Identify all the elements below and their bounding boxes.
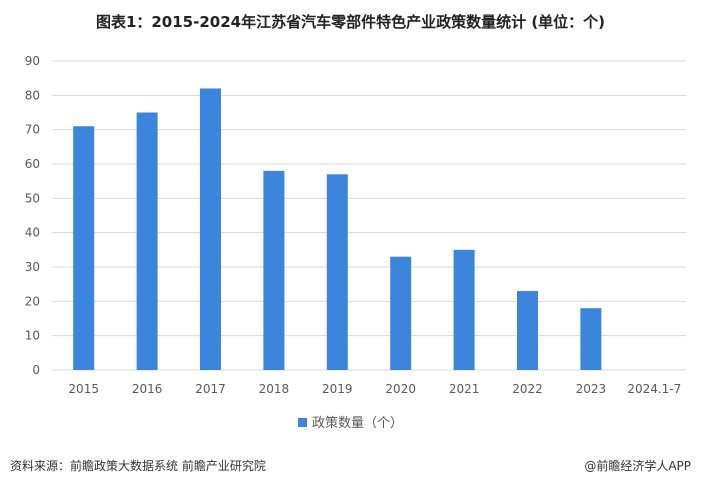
legend-swatch: [297, 418, 307, 427]
bar-2016: [136, 112, 158, 370]
bar-chart: 0 10 20 30 40 50 60 70 80 90 2015 2016 2017 2018 2019…: [25, 54, 686, 396]
bar-2021: [453, 249, 475, 370]
y-tick-label: 30: [25, 260, 40, 274]
x-tick-label: 2015: [68, 382, 99, 396]
y-tick-label: 0: [32, 363, 40, 377]
bar-2020: [390, 256, 412, 370]
y-axis-ticks: 0 10 20 30 40 50 60 70 80 90: [25, 54, 40, 377]
y-tick-label: 40: [25, 226, 40, 240]
credit-note: @前瞻经济学人APP: [584, 459, 691, 473]
x-axis-ticks: 2015 2016 2017 2018 2019 2020 2021 2022 2023 2024…: [68, 382, 681, 396]
y-tick-label: 50: [25, 191, 40, 205]
legend-label: 政策数量（个）: [311, 416, 403, 431]
bar-2017: [200, 88, 221, 370]
x-tick-label: 2020: [385, 382, 416, 396]
bar-2018: [263, 170, 285, 370]
bar-2023: [580, 308, 602, 370]
y-tick-label: 60: [25, 157, 40, 171]
y-tick-label: 10: [25, 329, 40, 343]
x-tick-label: 2021: [449, 382, 480, 396]
bar-2019: [326, 174, 348, 370]
x-tick-label: 2022: [512, 382, 543, 396]
bar-2015: [73, 126, 95, 370]
source-note: 资料来源：前瞻政策大数据系统 前瞻产业研究院: [10, 459, 266, 473]
x-tick-label: 2019: [322, 382, 353, 396]
x-tick-label: 2016: [132, 382, 163, 396]
y-tick-label: 70: [25, 123, 40, 137]
legend: 政策数量（个）: [0, 412, 701, 431]
x-tick-label: 2017: [195, 382, 226, 396]
bar-2022: [517, 291, 538, 370]
x-tick-label: 2023: [576, 382, 607, 396]
gridlines: [52, 60, 686, 371]
x-tick-label: 2024.1-7: [627, 382, 681, 396]
y-tick-label: 20: [25, 294, 40, 308]
bars: [73, 88, 602, 370]
y-tick-label: 80: [25, 88, 40, 102]
chart-title: 图表1：2015-2024年江苏省汽车零部件特色产业政策数量统计 (单位：个): [95, 13, 606, 31]
x-tick-label: 2018: [259, 382, 290, 396]
y-tick-label: 90: [25, 54, 40, 68]
